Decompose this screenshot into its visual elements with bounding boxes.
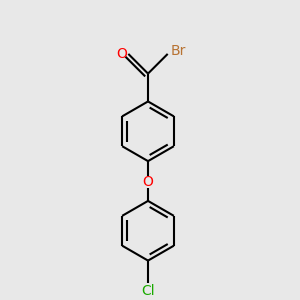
Text: O: O [116, 47, 127, 61]
Text: O: O [142, 175, 153, 189]
Text: Br: Br [171, 44, 186, 58]
Text: Cl: Cl [141, 284, 155, 298]
